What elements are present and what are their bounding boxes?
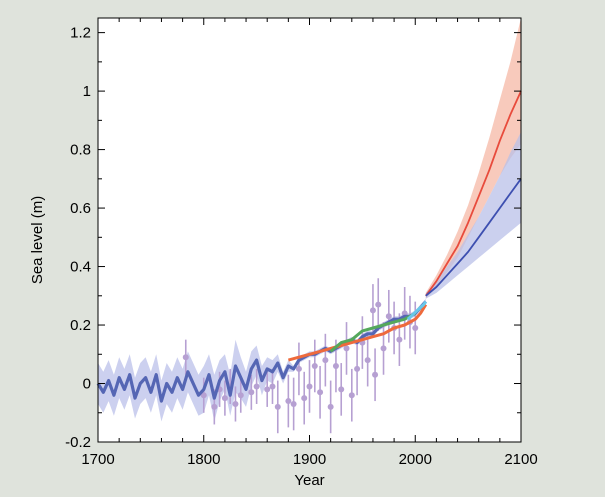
tide-gauge-point [344, 345, 350, 351]
tide-gauge-point [338, 386, 344, 392]
tide-gauge-point [307, 383, 313, 389]
x-axis-title: Year [294, 472, 324, 489]
y-axis-title: Sea level (m) [29, 196, 46, 284]
tide-gauge-point [365, 357, 371, 363]
tide-gauge-point [412, 325, 418, 331]
tide-gauge-point [291, 401, 297, 407]
tide-gauge-point [285, 398, 291, 404]
tide-gauge-point [349, 392, 355, 398]
tide-gauge-point [370, 307, 376, 313]
x-tick-label: 1900 [293, 451, 326, 468]
tide-gauge-point [301, 395, 307, 401]
tide-gauge-point [269, 383, 275, 389]
tide-gauge-point [386, 313, 392, 319]
tide-gauge-point [354, 366, 360, 372]
tide-gauge-point [183, 354, 189, 360]
tide-gauge-point [211, 404, 217, 410]
y-tick-label: 0.2 [70, 317, 91, 334]
tide-gauge-point [312, 363, 318, 369]
tide-gauge-point [248, 389, 254, 395]
tide-gauge-point [254, 383, 260, 389]
tide-gauge-point [333, 363, 339, 369]
tide-gauge-point [232, 401, 238, 407]
y-tick-label: 0 [83, 376, 91, 393]
x-tick-label: 1800 [187, 451, 220, 468]
tide-gauge-point [238, 392, 244, 398]
y-tick-label: -0.2 [65, 434, 91, 451]
tide-gauge-point [328, 404, 334, 410]
tide-gauge-point [396, 337, 402, 343]
y-tick-label: 0.4 [70, 259, 91, 276]
tide-gauge-point [317, 389, 323, 395]
x-tick-label: 2000 [399, 451, 432, 468]
y-tick-label: 0.8 [70, 142, 91, 159]
tide-gauge-point [372, 372, 378, 378]
y-tick-label: 1.2 [70, 25, 91, 42]
tide-gauge-point [222, 395, 228, 401]
x-tick-label: 1700 [81, 451, 114, 468]
tide-gauge-point [375, 302, 381, 308]
tide-gauge-point [296, 366, 302, 372]
tide-gauge-point [381, 345, 387, 351]
tide-gauge-point [322, 357, 328, 363]
y-tick-label: 0.6 [70, 200, 91, 217]
tide-gauge-point [275, 404, 281, 410]
x-tick-label: 2100 [504, 451, 537, 468]
y-tick-label: 1 [83, 83, 91, 100]
tide-gauge-point [264, 386, 270, 392]
